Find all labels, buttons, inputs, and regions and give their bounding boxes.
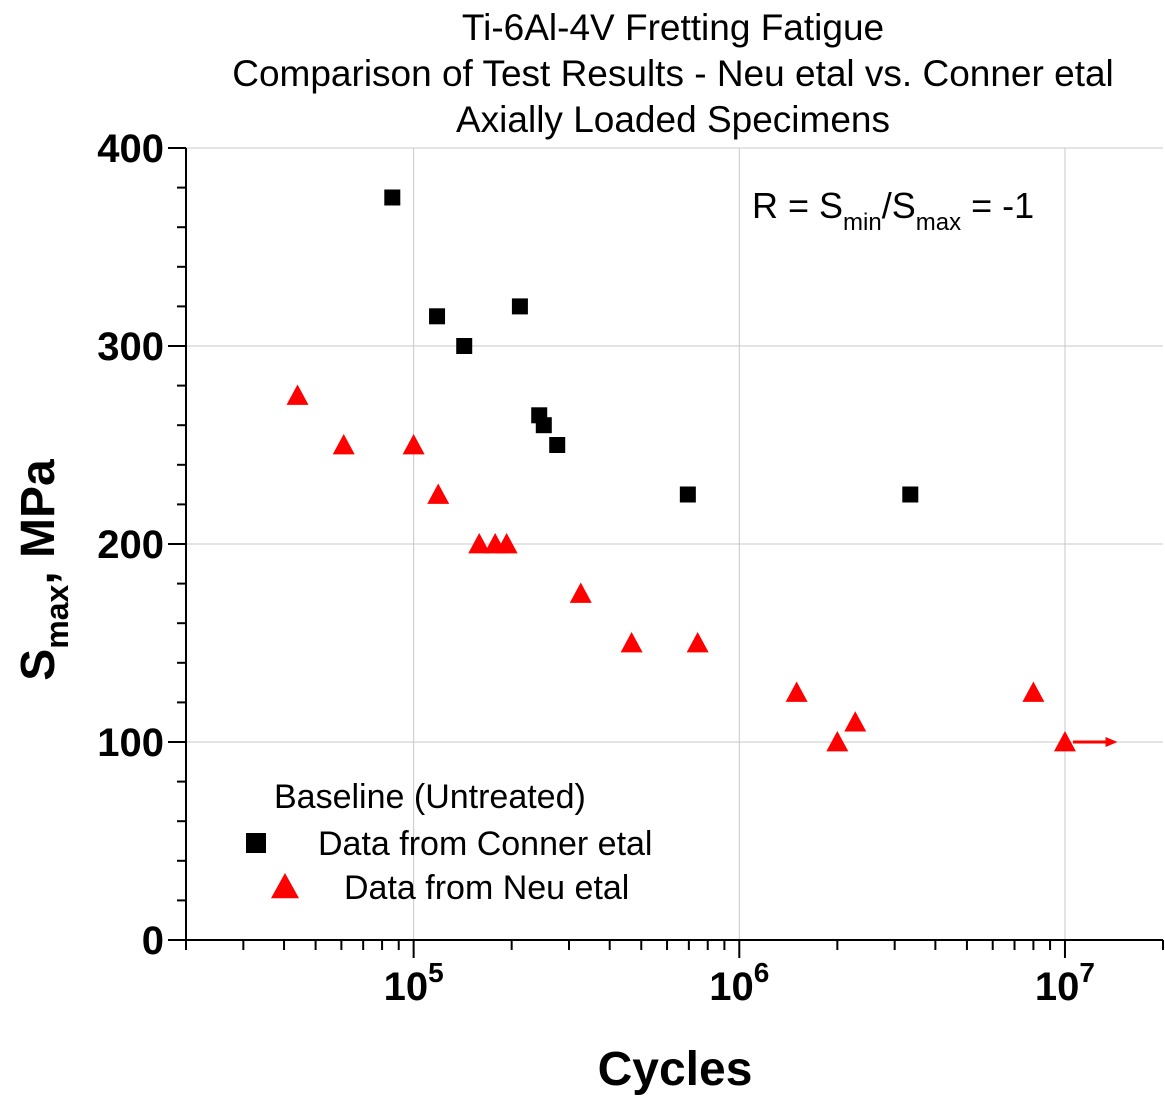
triangle-marker-7 — [495, 533, 518, 554]
triangle-marker-3 — [402, 434, 425, 455]
x-tick-label-6: 106 — [709, 957, 769, 1009]
y-tick-label-200: 200 — [97, 523, 164, 567]
series-2 — [286, 384, 1118, 752]
legend-triangle-icon — [271, 873, 299, 899]
data-points — [286, 189, 1118, 752]
axes: 0 100 200 300 400 105 106 107 Cycles Smax, MPa — [12, 127, 1164, 1096]
legend-label: Data from Neu etal — [344, 869, 629, 907]
x-tick-label-5: 105 — [384, 957, 444, 1009]
title-line-3: Axially Loaded Specimens — [456, 99, 890, 140]
triangle-marker-5 — [468, 533, 491, 554]
square-marker-1 — [384, 189, 401, 206]
ratio-annotation: R = Smin/Smax = -1 — [752, 185, 1034, 236]
square-marker-8 — [679, 486, 696, 503]
x-tick-label-7: 107 — [1035, 957, 1095, 1009]
title-line-1: Ti-6Al-4V Fretting Fatigue — [462, 7, 884, 48]
triangle-marker-4 — [427, 483, 450, 504]
triangle-marker-14 — [1022, 681, 1045, 702]
square-marker-3 — [456, 338, 473, 354]
legend: Baseline (Untreated) Data from Conner eta… — [246, 778, 653, 907]
legend-item-2: Data from Neu etal — [271, 869, 629, 907]
legend-item-1: Data from Conner etal — [246, 825, 653, 863]
y-axis-label: Smax, MPa — [12, 459, 75, 681]
y-tick-label-0: 0 — [142, 919, 164, 963]
y-tick-label-400: 400 — [97, 127, 164, 171]
square-marker-7 — [549, 437, 566, 453]
runout-arrow-head — [1105, 737, 1118, 747]
triangle-marker-12 — [826, 731, 849, 752]
legend-square-icon — [246, 833, 266, 853]
triangle-marker-8 — [569, 582, 592, 603]
triangle-marker-1 — [286, 384, 309, 405]
y-tick-label-300: 300 — [97, 325, 164, 369]
grid — [186, 147, 1163, 940]
triangle-marker-13 — [844, 711, 867, 732]
legend-label: Data from Conner etal — [318, 825, 653, 863]
legend-title: Baseline (Untreated) — [274, 778, 586, 816]
triangle-marker-15 — [1053, 731, 1076, 752]
ratio-annotation-text: R = Smin/Smax = -1 — [752, 185, 1034, 236]
triangle-marker-2 — [332, 434, 355, 455]
y-tick-label-100: 100 — [97, 721, 164, 765]
x-axis-label: Cycles — [598, 1043, 753, 1096]
square-marker-2 — [429, 308, 446, 325]
square-marker-4 — [511, 298, 528, 315]
chart-title: Ti-6Al-4V Fretting Fatigue Comparison of … — [232, 7, 1114, 140]
series-1 — [384, 189, 919, 503]
triangle-marker-10 — [686, 632, 709, 653]
triangle-marker-11 — [785, 681, 808, 702]
title-line-2: Comparison of Test Results - Neu etal vs… — [232, 53, 1114, 94]
triangle-marker-9 — [620, 632, 643, 653]
square-marker-6 — [535, 417, 552, 434]
square-marker-9 — [902, 486, 919, 503]
